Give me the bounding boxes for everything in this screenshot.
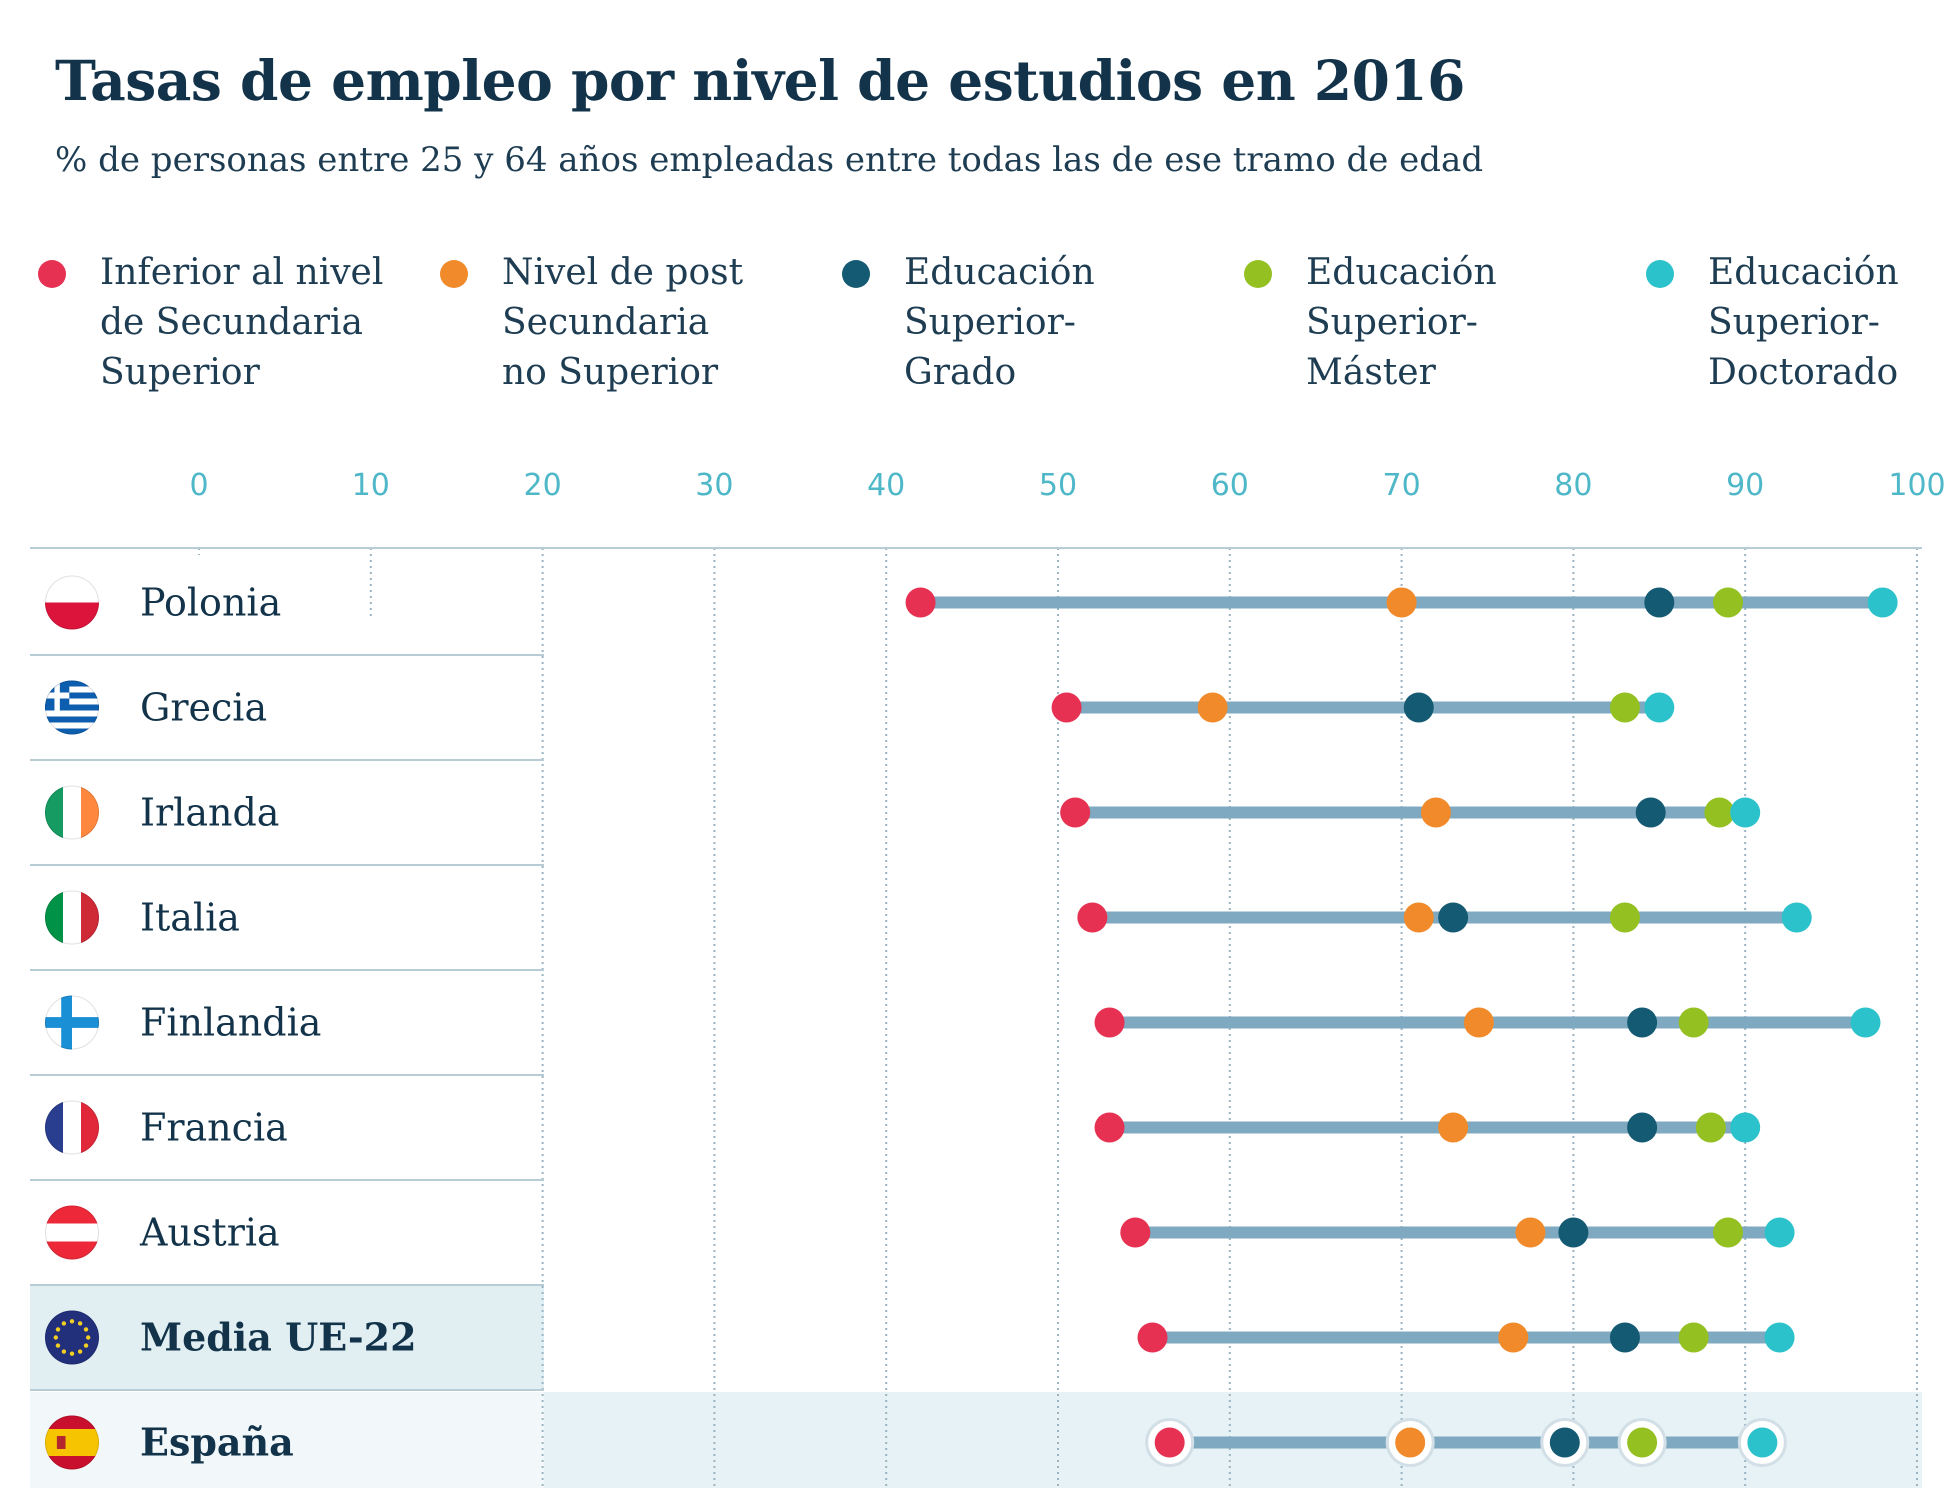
dot-grado bbox=[1558, 1217, 1589, 1248]
legend-dot bbox=[1646, 260, 1674, 288]
legend-dot bbox=[1244, 260, 1272, 288]
dot-master bbox=[1713, 1217, 1744, 1248]
x-tick-label: 10 bbox=[352, 468, 390, 503]
dot-doctorado bbox=[1867, 587, 1898, 618]
country-label: Francia bbox=[140, 1106, 288, 1150]
x-tick-label: 30 bbox=[695, 468, 733, 503]
dot-inferior-secundaria bbox=[1060, 797, 1091, 828]
dot-doctorado bbox=[1730, 797, 1761, 828]
country-label: Media UE-22 bbox=[140, 1315, 417, 1360]
country-label: Italia bbox=[140, 896, 240, 940]
legend-label: Educación Superior- Máster bbox=[1306, 252, 1497, 393]
flag-france-icon bbox=[45, 1100, 99, 1155]
dot-master bbox=[1609, 692, 1640, 723]
dot-post-secundaria bbox=[1498, 1322, 1529, 1353]
dot-inferior-secundaria bbox=[1077, 902, 1108, 933]
country-label: Grecia bbox=[140, 686, 267, 730]
dot-grado bbox=[1627, 1007, 1658, 1038]
dot-post-secundaria bbox=[1403, 902, 1434, 933]
x-tick-label: 40 bbox=[867, 468, 905, 503]
legend-dot bbox=[38, 260, 66, 288]
legend-label: Educación Superior- Doctorado bbox=[1708, 252, 1899, 393]
x-tick-label: 0 bbox=[189, 468, 208, 503]
chart-subtitle: % de personas entre 25 y 64 años emplead… bbox=[55, 140, 1484, 180]
dot-post-secundaria bbox=[1515, 1217, 1546, 1248]
dot-master bbox=[1704, 797, 1735, 828]
legend-label: Inferior al nivel de Secundaria Superior bbox=[100, 252, 384, 393]
dot-inferior-secundaria bbox=[1094, 1007, 1125, 1038]
dot-grado bbox=[1403, 692, 1434, 723]
dot-doctorado bbox=[1850, 1007, 1881, 1038]
dot-post-secundaria bbox=[1386, 587, 1417, 618]
row-highlight-eu bbox=[30, 1285, 544, 1390]
dot-grado bbox=[1609, 1322, 1640, 1353]
row-highlight-spain-label bbox=[30, 1392, 544, 1488]
flag-poland-icon bbox=[45, 575, 99, 630]
dot-doctorado bbox=[1764, 1217, 1795, 1248]
dot-inferior-secundaria bbox=[905, 587, 936, 618]
dot-post-secundaria bbox=[1438, 1112, 1469, 1143]
dot-inferior-secundaria bbox=[1137, 1322, 1168, 1353]
country-label: Austria bbox=[139, 1211, 280, 1255]
legend-label: Nivel de post Secundaria no Superior bbox=[502, 252, 744, 393]
legend-dot bbox=[842, 260, 870, 288]
x-tick-label: 90 bbox=[1726, 468, 1764, 503]
x-tick-label: 60 bbox=[1211, 468, 1249, 503]
x-tick-label: 20 bbox=[524, 468, 562, 503]
x-tick-label: 80 bbox=[1554, 468, 1592, 503]
country-label: España bbox=[140, 1420, 294, 1465]
dot-master bbox=[1609, 902, 1640, 933]
flag-ireland-icon bbox=[45, 785, 99, 840]
dot-post-secundaria bbox=[1197, 692, 1228, 723]
dot-inferior-secundaria bbox=[1120, 1217, 1151, 1248]
x-tick-label: 100 bbox=[1888, 468, 1945, 503]
dot-doctorado bbox=[1644, 692, 1675, 723]
legend-dot bbox=[440, 260, 468, 288]
x-tick-label: 70 bbox=[1383, 468, 1421, 503]
dot-grado bbox=[1438, 902, 1469, 933]
dot-inferior-secundaria bbox=[1051, 692, 1082, 723]
dot-doctorado bbox=[1730, 1112, 1761, 1143]
dot-master bbox=[1713, 587, 1744, 618]
dot-post-secundaria bbox=[1395, 1427, 1426, 1458]
dot-post-secundaria bbox=[1420, 797, 1451, 828]
dot-doctorado bbox=[1781, 902, 1812, 933]
dot-grado bbox=[1549, 1427, 1580, 1458]
legend-label: Educación Superior- Grado bbox=[904, 252, 1095, 393]
flag-finland-icon bbox=[45, 995, 99, 1050]
dot-grado bbox=[1635, 797, 1666, 828]
chart-title: Tasas de empleo por nivel de estudios en… bbox=[55, 48, 1465, 113]
country-label: Irlanda bbox=[140, 791, 279, 835]
dot-doctorado bbox=[1747, 1427, 1778, 1458]
dot-grado bbox=[1644, 587, 1675, 618]
dot-inferior-secundaria bbox=[1154, 1427, 1185, 1458]
country-label: Finlandia bbox=[140, 1001, 321, 1045]
dot-master bbox=[1678, 1007, 1709, 1038]
dot-post-secundaria bbox=[1463, 1007, 1494, 1038]
flag-austria-icon bbox=[45, 1205, 99, 1260]
dot-master bbox=[1678, 1322, 1709, 1353]
x-tick-label: 50 bbox=[1039, 468, 1077, 503]
dot-master bbox=[1627, 1427, 1658, 1458]
country-label: Polonia bbox=[140, 581, 281, 625]
dot-grado bbox=[1627, 1112, 1658, 1143]
legend: Inferior al nivel de Secundaria Superior… bbox=[0, 248, 1960, 408]
dot-inferior-secundaria bbox=[1094, 1112, 1125, 1143]
flag-eu-icon bbox=[45, 1310, 99, 1365]
flag-spain-icon bbox=[45, 1415, 99, 1470]
dot-master bbox=[1695, 1112, 1726, 1143]
flag-italy-icon bbox=[45, 890, 99, 945]
dot-doctorado bbox=[1764, 1322, 1795, 1353]
flag-greece-icon bbox=[45, 680, 99, 735]
